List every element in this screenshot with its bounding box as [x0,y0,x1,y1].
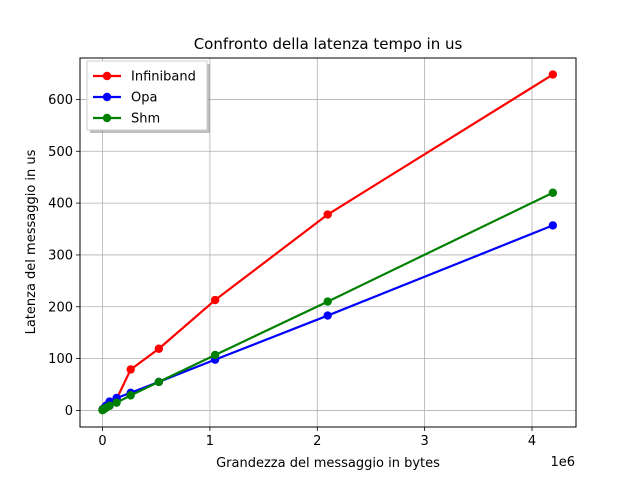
x-tick-label: 0 [98,434,106,449]
x-axis-label: Grandezza del messaggio in bytes [216,456,440,471]
data-point-opa [323,311,332,320]
data-point-infiniband [323,210,332,219]
data-point-shm [154,377,164,387]
data-point-shm [105,401,114,410]
legend-label-shm: Shm [131,112,160,127]
y-tick-label: 600 [48,93,73,108]
y-tick-label: 300 [48,248,73,263]
legend-marker-shm [102,113,112,123]
legend-marker-infiniband [102,71,112,81]
x-tick-label: 3 [420,434,428,449]
legend: Infiniband Opa Shm [86,60,210,133]
y-tick-label: 200 [48,300,73,315]
legend-label-infiniband: Infiniband [131,70,196,85]
data-point-shm [548,188,558,197]
data-point-infiniband [548,70,558,79]
series-lines [98,70,558,415]
legend-marker-opa [102,92,112,102]
x-tick-label: 2 [313,434,321,449]
data-point-infiniband [154,344,164,353]
chart-title: Confronto della latenza tempo in us [194,35,463,53]
data-point-shm [126,391,135,400]
data-point-shm [112,398,121,407]
axis-ticks: 0 1 2 3 4 0 100 200 300 400 500 600 [48,93,536,449]
data-point-shm [323,297,332,306]
y-tick-label: 0 [65,404,73,419]
y-tick-label: 400 [48,197,73,212]
y-axis-label: Latenza del messaggio in us [24,149,39,334]
x-tick-label: 1 [206,434,214,449]
legend-label-opa: Opa [131,91,157,106]
data-point-shm [210,350,220,360]
data-point-infiniband [126,365,135,374]
legend-entries: Infiniband Opa Shm [93,70,196,127]
data-point-opa [548,221,558,230]
y-tick-label: 100 [48,352,73,367]
x-tick-label: 4 [528,434,536,449]
x-axis-exponent-label: 1e6 [550,455,575,470]
grid-lines [80,58,576,427]
data-point-infiniband [210,295,220,305]
y-tick-label: 500 [48,145,73,160]
plot-area-frame [79,57,577,428]
